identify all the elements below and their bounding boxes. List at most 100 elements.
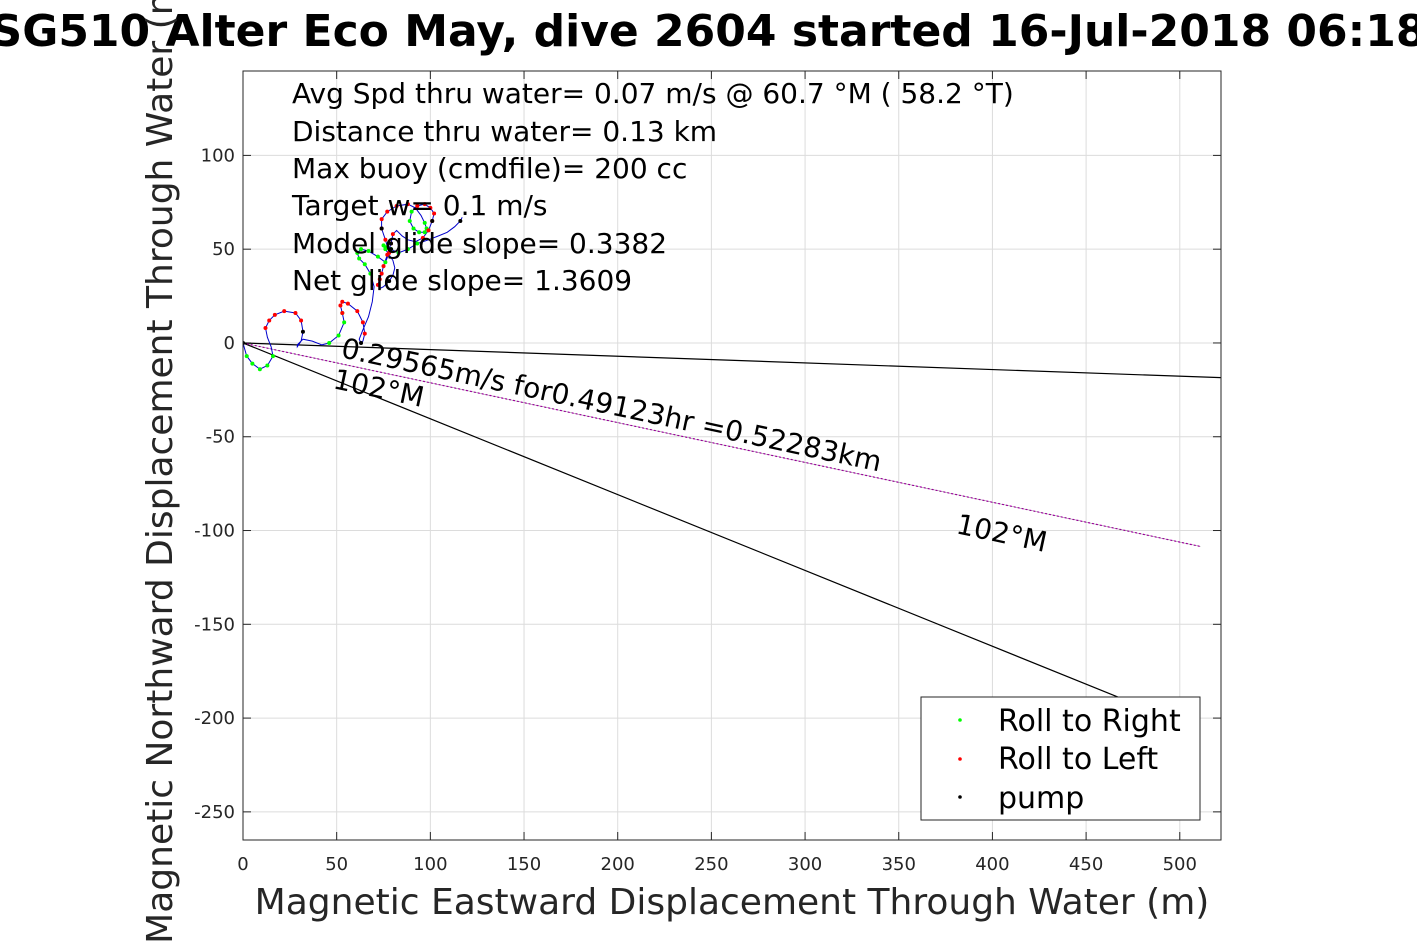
pump-point: [379, 226, 384, 231]
roll-left-point: [385, 252, 390, 257]
roll-left-point: [340, 310, 345, 315]
x-tick-label: 0: [237, 854, 248, 875]
roll-right-point: [327, 340, 332, 345]
x-tick-label: 350: [882, 854, 916, 875]
roll-left-point: [377, 277, 382, 282]
legend-marker-roll-left: [958, 757, 962, 761]
roll-left-point: [355, 309, 360, 314]
roll-right-point: [422, 230, 427, 235]
stat-max-buoy: Max buoy (cmdfile)= 200 cc: [292, 152, 687, 185]
legend-marker-roll-right: [958, 718, 962, 722]
roll-left-point: [428, 205, 433, 210]
roll-left-point: [390, 232, 395, 237]
roll-left-point: [299, 318, 304, 323]
stat-target-w: Target w= 0.1 m/s: [291, 189, 548, 222]
roll-left-point: [263, 325, 268, 330]
legend-label-pump: pump: [998, 781, 1084, 816]
roll-right-point: [366, 249, 371, 254]
roll-right-point: [383, 260, 388, 265]
pump-point: [430, 219, 435, 224]
x-tick-label: 400: [975, 854, 1009, 875]
roll-left-point: [385, 209, 390, 214]
roll-right-point: [396, 250, 401, 255]
chart-title: SG510 Alter Eco May, dive 2604 started 1…: [0, 6, 1417, 57]
roll-right-point: [362, 262, 367, 267]
roll-right-point: [405, 247, 410, 252]
roll-left-point: [267, 318, 272, 323]
x-axis-label: Magnetic Eastward Displacement Through W…: [255, 882, 1210, 923]
plot-frame: [242, 70, 1222, 841]
y-tick-label: -250: [194, 802, 235, 823]
pump-point: [387, 279, 392, 284]
y-tick-label: -200: [194, 708, 235, 729]
y-tick-label: 100: [201, 145, 235, 166]
legend-label-roll-left: Roll to Left: [998, 742, 1158, 777]
roll-left-point: [420, 235, 425, 240]
stat-avg-speed: Avg Spd thru water= 0.07 m/s @ 60.7 °M (…: [292, 77, 1014, 110]
x-tick-label: 200: [601, 854, 635, 875]
glider-track: [243, 203, 463, 370]
roll-right-point: [383, 245, 388, 250]
pump-point: [300, 329, 305, 334]
x-tick-label: 50: [325, 854, 348, 875]
y-tick-label: 50: [212, 239, 235, 260]
x-tick-label: 100: [413, 854, 447, 875]
roll-right-point: [265, 363, 270, 368]
legend: Roll to Right Roll to Left pump: [920, 696, 1201, 821]
legend-marker-pump: [958, 795, 962, 799]
roll-left-point: [362, 331, 367, 336]
roll-right-point: [411, 226, 416, 231]
reference-line: [243, 342, 1124, 700]
pump-point: [359, 340, 364, 345]
roll-left-point: [379, 217, 384, 222]
pump-point: [389, 247, 394, 252]
y-tick-label: -150: [194, 614, 235, 635]
roll-right-point: [415, 241, 420, 246]
stat-net-glide: Net glide slope= 1.3609: [292, 264, 632, 297]
roll-left-point: [340, 299, 345, 304]
roll-right-point: [342, 320, 347, 325]
roll-left-point: [375, 282, 380, 287]
x-tick-label: 250: [694, 854, 728, 875]
reference-lines: [243, 342, 1221, 700]
roll-left-point: [272, 312, 277, 317]
y-tick-label: 0: [224, 333, 235, 354]
track-path: [243, 203, 463, 370]
pump-point: [458, 219, 463, 224]
roll-right-point: [336, 333, 341, 338]
roll-left-point: [345, 301, 350, 306]
stat-model-glide: Model glide slope= 0.3382: [292, 227, 667, 260]
roll-right-point: [407, 219, 412, 224]
legend-box: [920, 696, 1201, 821]
roll-left-point: [360, 320, 365, 325]
track-markers: [243, 202, 463, 372]
roll-left-point: [432, 211, 437, 216]
axis-ticks: 0 50 100 150 200 250 300 350 400 450 500100500-50-…: [194, 71, 1221, 875]
roll-right-point: [250, 361, 255, 366]
roll-left-point: [426, 228, 431, 233]
roll-right-point: [368, 271, 373, 276]
roll-left-point: [379, 271, 384, 276]
roll-left-point: [422, 202, 427, 207]
roll-right-point: [355, 250, 360, 255]
roll-right-point: [359, 247, 364, 252]
reference-line: [243, 342, 1221, 379]
roll-left-point: [293, 310, 298, 315]
x-tick-label: 500: [1163, 854, 1197, 875]
roll-right-point: [409, 209, 414, 214]
y-tick-label: -50: [206, 427, 235, 448]
roll-left-point: [338, 303, 343, 308]
x-tick-label: 450: [1069, 854, 1103, 875]
roll-left-point: [415, 204, 420, 209]
y-tick-label: -100: [194, 521, 235, 542]
roll-right-point: [357, 256, 362, 261]
y-axis-label: Magnetic Northward Displacement Through …: [140, 0, 181, 944]
x-tick-label: 150: [507, 854, 541, 875]
roll-left-point: [405, 202, 410, 207]
roll-left-point: [282, 309, 287, 314]
roll-right-point: [270, 354, 275, 359]
stat-distance: Distance thru water= 0.13 km: [292, 115, 717, 148]
roll-left-point: [394, 204, 399, 209]
pump-point: [389, 241, 394, 246]
